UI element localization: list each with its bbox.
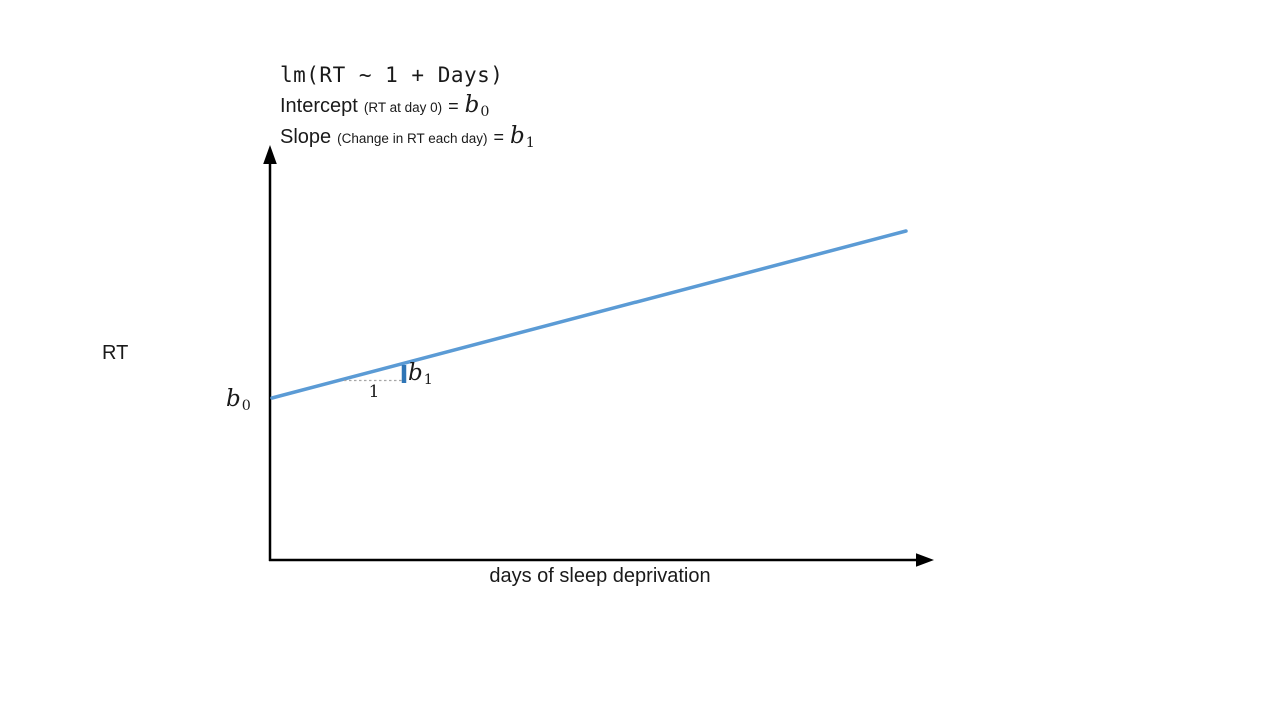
intercept-symbol-subscript: 0 xyxy=(480,103,490,120)
slope-rise-symbol-base: b xyxy=(408,360,423,386)
y-axis-title: RT xyxy=(102,342,129,364)
slope-definition: Slope (Change in RT each day) = b1 xyxy=(280,124,535,152)
slope-symbol-base: b xyxy=(510,123,525,149)
x-axis-arrowhead-icon xyxy=(916,553,934,567)
slope-equals: = xyxy=(493,127,505,147)
intercept-point-symbol-subscript: 0 xyxy=(241,397,251,414)
slope-rise-symbol-subscript: 1 xyxy=(423,371,433,388)
intercept-term: Intercept xyxy=(280,95,358,117)
intercept-note: (RT at day 0) xyxy=(363,100,443,115)
regression-line xyxy=(270,229,908,400)
intercept-symbol-base: b xyxy=(464,92,480,118)
model-formula-code: lm(RT ~ 1 + Days) xyxy=(280,63,504,87)
slope-run-label: 1 xyxy=(368,382,380,402)
slope-term: Slope xyxy=(280,126,332,148)
slope-symbol: b1 xyxy=(510,123,535,151)
intercept-equals: = xyxy=(448,96,459,116)
intercept-point-label: b0 xyxy=(226,386,251,414)
intercept-point-symbol-base: b xyxy=(226,386,241,412)
x-axis-title: days of sleep deprivation xyxy=(489,565,711,587)
intercept-symbol: b0 xyxy=(464,92,490,120)
formula-annotation: lm(RT ~ 1 + Days) Intercept (RT at day 0… xyxy=(280,62,535,155)
slope-rise-label: b1 xyxy=(408,360,433,388)
intercept-definition: Intercept (RT at day 0) = b0 xyxy=(280,93,535,121)
y-axis-arrowhead-icon xyxy=(263,145,277,164)
slope-note: (Change in RT each day) xyxy=(337,131,488,146)
slope-symbol-subscript: 1 xyxy=(525,134,535,151)
